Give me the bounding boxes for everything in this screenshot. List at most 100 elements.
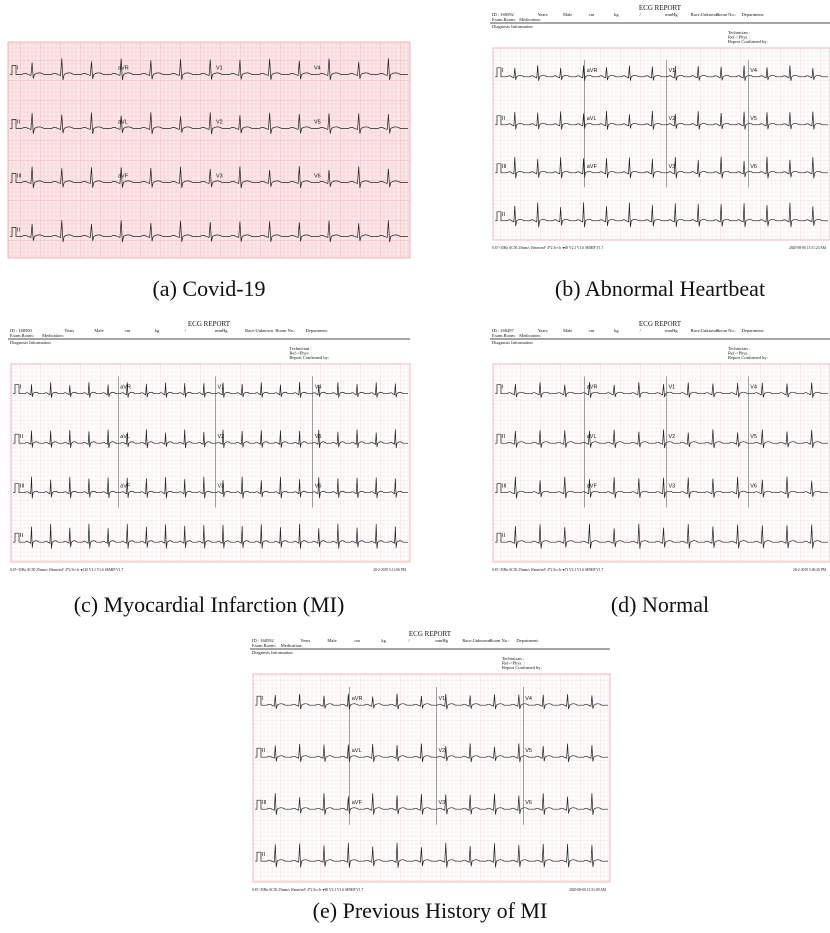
report-field: Department: <box>305 328 328 333</box>
report-field: mmHg <box>665 328 678 333</box>
report-field: Medication: <box>519 333 541 338</box>
lead-label: V6 <box>314 173 321 179</box>
report-field: Room No.: <box>716 328 736 333</box>
report-field: kg <box>381 638 386 643</box>
report-title: ECG REPORT <box>409 630 452 638</box>
lead-label: II <box>20 533 24 539</box>
report-field: kg <box>155 328 160 333</box>
lead-label: V5 <box>750 116 757 122</box>
lead-label: aVR <box>352 696 363 702</box>
staff-field: Report Confirmed by: <box>502 665 542 670</box>
page: {"panels": [ {"caption": "(a) Covid-19",… <box>0 0 830 933</box>
lead-label: aVF <box>587 164 598 170</box>
lead-label: V3 <box>216 173 223 179</box>
lead-label: II <box>20 434 24 440</box>
report-field: mmHg <box>215 328 228 333</box>
lead-label: aVL <box>120 434 130 440</box>
report-field: Medication: <box>281 643 303 648</box>
report-field: / <box>185 328 187 333</box>
staff-field: Report Confirmed by: <box>289 355 329 360</box>
lead-label: II <box>17 227 21 233</box>
lead-label: V3 <box>218 484 225 490</box>
report-field: Exam.Room: <box>252 643 276 648</box>
report-field: Race:Unknown <box>462 638 491 643</box>
lead-label: V5 <box>750 434 757 440</box>
report-field: Male <box>327 638 336 643</box>
diagnosis-label: Diagnosis Information <box>492 24 533 29</box>
report-field: / <box>408 638 410 643</box>
lead-label: aVF <box>352 800 363 806</box>
lead-label: II <box>502 434 506 440</box>
lead-label: V2 <box>669 434 676 440</box>
report-field: Department: <box>742 12 765 17</box>
report-field: Department: <box>516 638 539 643</box>
lead-label: aVL <box>352 748 362 754</box>
lead-label: V2 <box>216 119 223 125</box>
lead-label: V2 <box>439 748 446 754</box>
report-title: ECG REPORT <box>639 320 682 328</box>
lead-label: aVR <box>118 65 129 71</box>
report-field: Room No.: <box>716 12 736 17</box>
report-field: Male <box>563 328 572 333</box>
lead-label: V1 <box>439 696 446 702</box>
footer-right: 20-2-2019 5:00:26 PM <box>793 568 827 572</box>
report-field: kg <box>614 12 619 17</box>
report-field: / <box>640 12 642 17</box>
report-field: Male <box>94 328 103 333</box>
report-field: Exam.Room: <box>492 333 516 338</box>
lead-label: II <box>502 116 506 122</box>
lead-label: V6 <box>750 484 757 490</box>
report-field: cm <box>589 12 595 17</box>
staff-field: Report Confirmed by: <box>728 39 768 44</box>
lead-label: aVR <box>587 68 598 74</box>
lead-label: V6 <box>525 800 532 806</box>
lead-label: V1 <box>669 385 676 391</box>
footer-left: 0.67~35Hz AC50 25mm/s 10mm/mV 4*2.5s+1r … <box>492 568 604 572</box>
caption: (c) Myocardial Infarction (MI) <box>74 592 345 617</box>
report-field: Race:Unknown <box>691 12 720 17</box>
caption: (a) Covid-19 <box>152 276 265 301</box>
lead-label: V1 <box>669 68 676 74</box>
report-field: Years <box>64 328 74 333</box>
lead-label: II <box>17 119 21 125</box>
lead-label: V2 <box>218 434 225 440</box>
lead-label: II <box>502 533 506 539</box>
lead-label: aVF <box>120 484 131 490</box>
lead-label: V4 <box>315 385 322 391</box>
ecg-grid <box>493 364 830 562</box>
lead-label: aVR <box>587 385 598 391</box>
report-field: Room No.: <box>489 638 509 643</box>
footer-left: 0.67~35Hz AC50 25mm/s 10mm/mV 4*2.5s+1r … <box>252 888 364 892</box>
report-field: Race:Unknown <box>245 328 274 333</box>
report-field: Race:Unknown <box>691 328 720 333</box>
footer-right: 20-2-2019 5:11:06 PM <box>373 568 407 572</box>
lead-label: III <box>262 800 267 806</box>
report-field: Room No.: <box>275 328 295 333</box>
report-field: Exam.Room: <box>10 333 34 338</box>
lead-label: V3 <box>669 484 676 490</box>
report-title: ECG REPORT <box>188 320 231 328</box>
report-field: mmHg <box>435 638 448 643</box>
lead-label: III <box>20 484 25 490</box>
footer-left: 0.67~35Hz AC50 25mm/s 10mm/mV 4*2.5s+1r … <box>492 246 604 250</box>
lead-label: V4 <box>314 65 321 71</box>
report-field: Exam.Room: <box>492 17 516 22</box>
report-field: Department: <box>742 328 765 333</box>
report-field: cm <box>589 328 595 333</box>
lead-label: V4 <box>750 385 757 391</box>
lead-label: V6 <box>315 484 322 490</box>
lead-label: V4 <box>750 68 757 74</box>
lead-label: III <box>502 164 507 170</box>
lead-label: II <box>502 212 506 218</box>
footer-right: 2020-08-06 13:51:23 AM <box>789 246 827 250</box>
report-field: kg <box>614 328 619 333</box>
lead-label: V3 <box>669 164 676 170</box>
report-title: ECG REPORT <box>639 4 682 12</box>
report-field: Male <box>563 12 572 17</box>
lead-label: V5 <box>315 434 322 440</box>
lead-label: III <box>502 484 507 490</box>
lead-label: aVF <box>118 173 129 179</box>
staff-field: Report Confirmed by: <box>728 355 768 360</box>
diagnosis-label: Diagnosis Information <box>10 340 51 345</box>
lead-label: aVF <box>587 484 598 490</box>
